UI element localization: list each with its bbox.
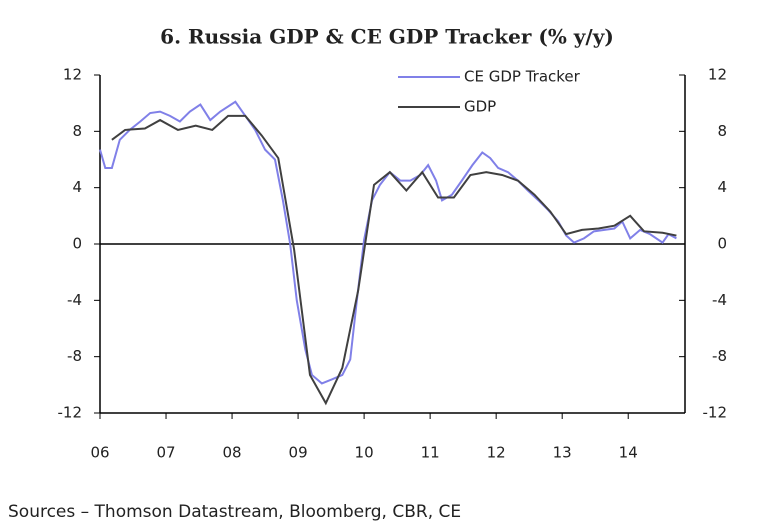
- chart-title: 6. Russia GDP & CE GDP Tracker (% y/y): [160, 25, 614, 49]
- y2-tick-label: 4: [717, 178, 727, 196]
- legend-label: GDP: [464, 98, 496, 116]
- x-tick-label: 10: [355, 444, 374, 462]
- x-tick-label: 14: [619, 444, 638, 462]
- x-tick-label: 09: [289, 444, 308, 462]
- y2-tick-label: -8: [712, 347, 727, 365]
- y-tick-label: 4: [72, 178, 82, 196]
- y2-tick-label: 12: [708, 66, 727, 84]
- series-line: [111, 114, 677, 406]
- x-tick-label: 13: [553, 444, 572, 462]
- y-tick-label: -8: [67, 347, 82, 365]
- x-tick-label: 12: [487, 444, 506, 462]
- x-tick-label: 11: [421, 444, 440, 462]
- y-tick-label: -12: [58, 404, 83, 422]
- series-line: [99, 100, 677, 385]
- x-tick-label: 06: [90, 444, 109, 462]
- y2-tick-label: -4: [712, 291, 727, 309]
- y-tick-label: -4: [67, 291, 82, 309]
- y2-tick-label: -12: [703, 404, 728, 422]
- y-tick-label: 0: [72, 235, 82, 253]
- y2-tick-label: 8: [717, 122, 727, 140]
- y-tick-label: 12: [63, 66, 82, 84]
- x-tick-label: 07: [156, 444, 175, 462]
- source-note: Sources – Thomson Datastream, Bloomberg,…: [8, 502, 461, 522]
- legend-label: CE GDP Tracker: [464, 68, 581, 86]
- y2-tick-label: 0: [717, 235, 727, 253]
- x-tick-label: 08: [223, 444, 242, 462]
- y-tick-label: 8: [72, 122, 82, 140]
